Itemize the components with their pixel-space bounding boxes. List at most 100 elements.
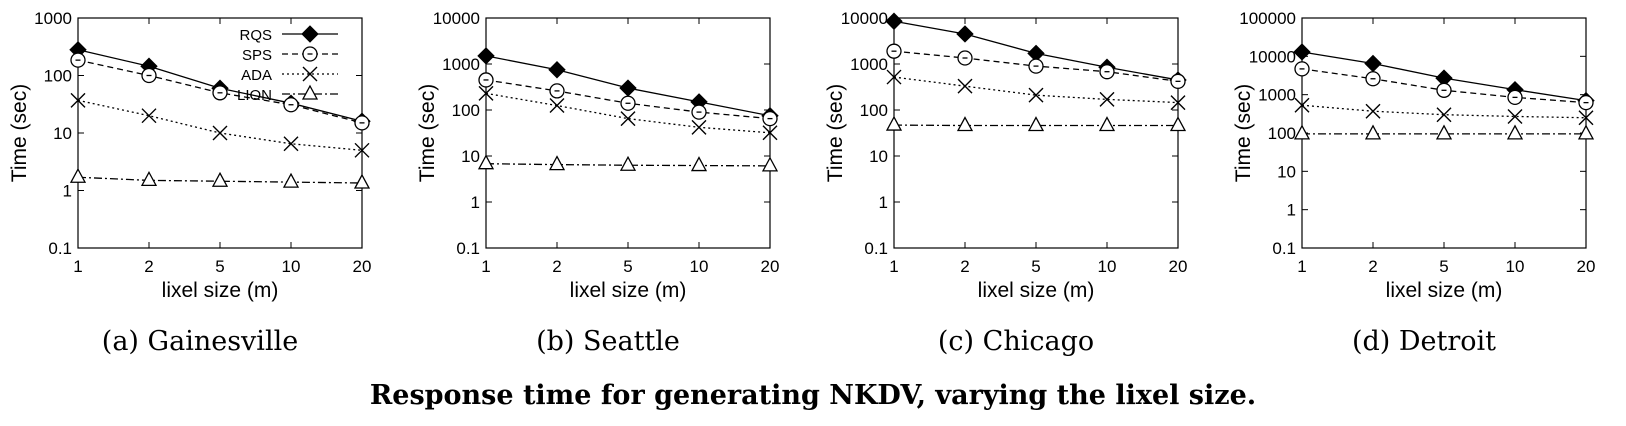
data-point-rqs <box>548 61 566 79</box>
data-point-lion <box>690 156 708 172</box>
data-point-rqs <box>619 79 637 97</box>
y-tick-label: 1 <box>471 193 480 212</box>
x-tick-label: 10 <box>690 257 709 276</box>
series-line-lion <box>77 176 363 184</box>
data-point-ada <box>1294 97 1310 113</box>
x-tick-label: 5 <box>215 257 224 276</box>
data-point-lion <box>1435 124 1453 140</box>
data-point-sps <box>762 110 778 127</box>
caption-detroit: (d) Detroit <box>1351 326 1497 357</box>
y-tick-label: 1 <box>63 182 72 201</box>
x-tick-label: 2 <box>1368 257 1377 276</box>
data-point-lion <box>282 172 300 188</box>
data-point-sps <box>212 85 228 101</box>
y-axis-label: Time (sec) <box>1232 84 1255 182</box>
data-point-sps <box>549 83 565 99</box>
x-tick-label: 1 <box>481 257 490 276</box>
data-point-lion <box>619 155 637 171</box>
legend-marker-rqs <box>301 25 319 43</box>
data-point-sps <box>1436 82 1452 98</box>
data-point-lion <box>69 167 87 183</box>
x-tick-label: 5 <box>1031 257 1040 276</box>
data-point-lion <box>140 171 158 187</box>
figure-caption: Response time for generating NKDV, varyi… <box>369 380 1257 411</box>
data-point-ada <box>691 119 707 135</box>
x-tick-label: 20 <box>1169 257 1188 276</box>
y-tick-label: 10000 <box>1249 47 1296 66</box>
data-point-sps <box>957 50 973 66</box>
data-point-ada <box>70 92 86 108</box>
data-point-ada <box>1099 91 1115 107</box>
data-point-ada <box>1365 103 1381 119</box>
data-point-ada <box>354 142 370 158</box>
y-tick-label: 10 <box>1277 162 1296 181</box>
data-point-lion <box>761 156 779 172</box>
series-line-lion <box>485 163 771 167</box>
data-point-sps <box>478 72 494 88</box>
data-point-ada <box>549 98 565 114</box>
data-point-lion <box>211 171 229 187</box>
x-axis-label: lixel size (m) <box>1386 279 1503 302</box>
data-point-ada <box>1436 107 1452 123</box>
y-axis-label: Time (sec) <box>416 84 439 182</box>
data-point-ada <box>141 108 157 124</box>
y-tick-label: 100000 <box>1239 9 1296 28</box>
data-point-lion <box>548 155 566 171</box>
data-point-rqs <box>1364 54 1382 73</box>
x-axis-label: lixel size (m) <box>978 279 1095 302</box>
data-point-sps <box>70 52 86 68</box>
data-point-sps <box>1028 58 1044 74</box>
y-tick-label: 10000 <box>841 9 888 28</box>
y-tick-label: 100 <box>1268 124 1296 143</box>
data-point-sps <box>1365 71 1381 87</box>
x-tick-label: 1 <box>1297 257 1306 276</box>
legend-marker-sps <box>302 46 318 62</box>
x-tick-label: 2 <box>144 257 153 276</box>
data-point-sps <box>283 97 299 113</box>
data-point-rqs <box>885 12 903 30</box>
caption-seattle: (b) Seattle <box>536 326 680 357</box>
y-tick-label: 1000 <box>850 55 888 74</box>
caption-gainesville: (a) Gainesville <box>101 326 299 357</box>
legend-label-rqs: RQS <box>239 27 272 44</box>
x-tick-label: 20 <box>1577 257 1596 276</box>
x-axis-label: lixel size (m) <box>570 279 687 302</box>
data-point-ada <box>957 78 973 94</box>
data-point-ada <box>762 125 778 141</box>
plot-frame <box>485 17 771 249</box>
y-tick-label: 1000 <box>1258 86 1296 105</box>
y-tick-label: 0.1 <box>864 239 888 258</box>
legend-label-sps: SPS <box>242 47 272 64</box>
y-tick-label: 0.1 <box>1272 239 1296 258</box>
data-point-lion <box>1169 116 1187 132</box>
legend-marker-lion <box>301 84 319 100</box>
data-point-sps <box>1170 73 1186 89</box>
x-tick-label: 20 <box>761 257 780 276</box>
data-point-ada <box>620 111 636 127</box>
data-point-lion <box>1577 124 1595 140</box>
data-point-ada <box>478 85 494 101</box>
y-tick-label: 0.1 <box>456 239 480 258</box>
data-point-sps <box>141 67 157 84</box>
data-point-lion <box>1506 124 1524 140</box>
data-point-lion <box>1027 116 1045 132</box>
x-tick-label: 1 <box>889 257 898 276</box>
data-point-rqs <box>956 25 974 43</box>
data-point-sps <box>691 104 707 120</box>
caption-chicago: (c) Chicago <box>937 326 1095 357</box>
legend-marker-ada <box>302 66 318 82</box>
data-point-sps <box>620 95 636 111</box>
x-tick-label: 10 <box>282 257 301 276</box>
x-tick-label: 5 <box>623 257 632 276</box>
data-point-lion <box>956 116 974 132</box>
data-point-sps <box>1578 94 1594 111</box>
data-point-ada <box>1507 108 1523 124</box>
x-axis-label: lixel size (m) <box>162 279 279 302</box>
legend-label-lion: LION <box>237 87 272 104</box>
y-axis-label: Time (sec) <box>824 84 847 182</box>
